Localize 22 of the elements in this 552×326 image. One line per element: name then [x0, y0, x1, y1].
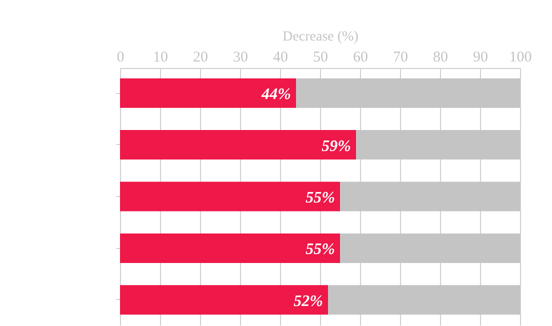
bar	[120, 130, 356, 160]
x-tick-label: 50	[313, 50, 328, 66]
x-tick-label: 20	[193, 50, 208, 66]
bar	[120, 285, 328, 315]
bar	[120, 182, 340, 212]
x-tick-label: 30	[233, 50, 248, 66]
x-tick-label: 10	[153, 50, 168, 66]
x-tick-label: 90	[473, 50, 488, 66]
x-tick-label: 40	[273, 50, 288, 66]
x-tick-label: 0	[116, 50, 124, 66]
x-tick-label: 60	[353, 50, 368, 66]
bar	[120, 233, 340, 263]
data-label: 59%	[322, 138, 351, 155]
data-label: 55%	[306, 190, 335, 206]
x-tick-label: 100	[509, 50, 532, 66]
data-label: 55%	[306, 241, 335, 258]
data-label: 52%	[294, 292, 323, 310]
data-label: 44%	[260, 86, 291, 104]
bar	[120, 78, 296, 108]
x-axis-title: Decrease (%)	[282, 30, 359, 44]
x-tick-label: 80	[433, 50, 448, 66]
x-tick-label: 70	[393, 50, 408, 66]
